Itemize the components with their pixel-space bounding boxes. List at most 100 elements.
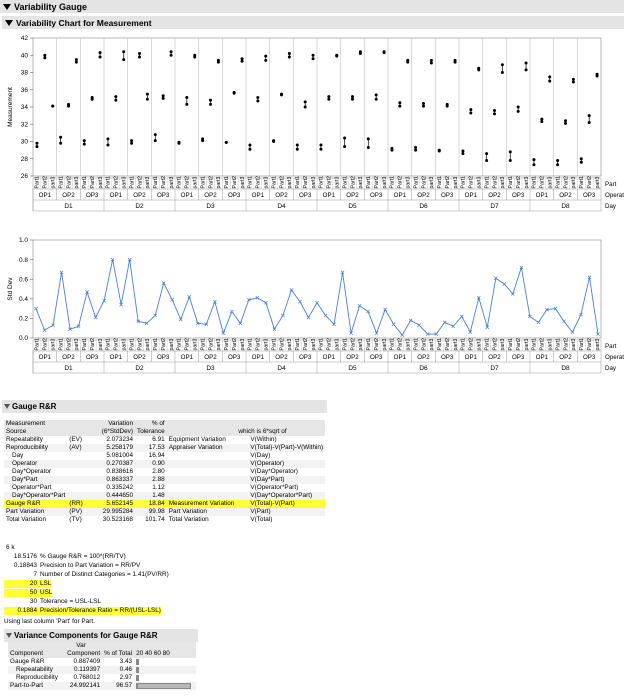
- part-tick-label: part3: [453, 177, 459, 189]
- data-point: [280, 92, 283, 96]
- part-tick-label: Part2: [587, 338, 593, 351]
- operator-tick-label: OP3: [370, 192, 383, 199]
- y-tick-label: 1.0: [19, 237, 28, 244]
- grr-pct-tolerance: 101.74: [145, 516, 165, 523]
- std-dev-point: [332, 322, 336, 327]
- day-tick-label: D8: [561, 365, 570, 372]
- operator-tick-label: OP3: [157, 354, 170, 361]
- operator-tick-label: OP3: [86, 192, 99, 199]
- std-dev-point: [170, 297, 175, 302]
- std-dev-point: [545, 307, 549, 312]
- data-point: [366, 146, 370, 150]
- row-label-operator: Operator: [605, 192, 624, 199]
- variance-components-header[interactable]: Variance Components for Gauge R&R: [4, 629, 198, 642]
- grr-pct-tolerance: 0.90: [152, 460, 165, 467]
- part-tick-label: Part1: [366, 338, 372, 351]
- grr-pct-tolerance: 18.84: [148, 500, 165, 507]
- part-tick-label: Part2: [137, 338, 143, 351]
- part-tick-label: Part2: [279, 338, 285, 351]
- disclosure-triangle-icon[interactable]: [6, 633, 12, 638]
- row-label-part: Part: [605, 343, 617, 350]
- grr-stat-line: 20 LSL: [4, 580, 52, 588]
- std-dev-point: [493, 276, 498, 281]
- row-label-part: Part: [605, 181, 617, 188]
- day-tick-label: D7: [490, 365, 499, 372]
- std-dev-point: [144, 321, 149, 326]
- report-title: Variability Gauge: [14, 1, 88, 12]
- grr-row: Repeatability (EV) 2.073234 6.91 Equipment V…: [4, 436, 325, 444]
- grr-stat-line: 50 USL: [4, 589, 53, 597]
- data-point: [414, 146, 418, 150]
- operator-tick-label: OP2: [275, 192, 288, 199]
- grr-description: [167, 476, 237, 484]
- part-tick-label: Part2: [398, 176, 404, 189]
- std-dev-point: [442, 320, 447, 325]
- disclosure-triangle-icon[interactable]: [3, 3, 11, 10]
- data-point: [201, 137, 205, 141]
- data-point: [295, 147, 299, 151]
- data-point: [382, 50, 386, 54]
- part-tick-label: Part2: [185, 176, 191, 189]
- grr-pct-tolerance: 17.53: [148, 444, 165, 451]
- part-tick-label: part3: [335, 339, 341, 351]
- grr-description: Equipment Variation: [168, 436, 226, 443]
- data-point: [587, 114, 591, 118]
- data-point: [469, 111, 473, 115]
- vc-bar-cell: [134, 658, 196, 666]
- data-point: [272, 139, 276, 143]
- day-tick-label: D6: [419, 365, 428, 372]
- part-tick-label: Part1: [58, 338, 64, 351]
- grr-formula: V(Part): [250, 508, 271, 515]
- gauge-rr-header[interactable]: Gauge R&R: [2, 400, 327, 413]
- grr-variation: 30.523168: [102, 516, 133, 523]
- variability-gauge-header[interactable]: Variability Gauge: [0, 0, 624, 13]
- data-point: [98, 55, 102, 59]
- part-tick-label: Part2: [114, 338, 120, 351]
- data-point: [524, 61, 528, 65]
- part-tick-label: Part1: [366, 176, 372, 189]
- std-dev-point: [366, 309, 370, 314]
- grr-stat-value: 7: [33, 571, 37, 578]
- operator-tick-label: OP1: [181, 192, 194, 199]
- data-point: [209, 98, 212, 102]
- part-tick-label: Part1: [35, 176, 41, 189]
- day-tick-label: D7: [490, 203, 499, 210]
- operator-tick-label: OP2: [133, 192, 146, 199]
- grr-variation: 0.863337: [106, 476, 133, 483]
- row-label-operator: Operator: [605, 354, 624, 361]
- grr-source: Operator: [12, 460, 38, 467]
- vc-pct-total: 2.97: [119, 674, 133, 681]
- grr-stat-value: 18.5176: [13, 553, 37, 560]
- grr-abbr: [67, 476, 85, 484]
- std-dev-point: [230, 309, 234, 314]
- part-tick-label: Part1: [484, 176, 490, 189]
- std-dev-point: [579, 312, 583, 317]
- variance-components-title: Variance Components for Gauge R&R: [14, 631, 158, 640]
- grr-formula: V(Total): [250, 516, 273, 523]
- operator-tick-label: OP3: [370, 354, 383, 361]
- header-source: Source: [6, 428, 27, 435]
- std-dev-point: [400, 333, 404, 337]
- y-tick-label: 0.6: [19, 276, 28, 283]
- part-tick-label: part3: [264, 339, 270, 351]
- part-tick-label: Part2: [563, 176, 569, 189]
- grr-abbr: (AV): [69, 444, 82, 451]
- disclosure-triangle-icon[interactable]: [5, 19, 13, 26]
- operator-tick-label: OP1: [394, 354, 407, 361]
- vc-header-var-component: Component: [67, 650, 101, 657]
- grr-source: Gauge R&R: [6, 500, 41, 507]
- operator-tick-label: OP3: [228, 192, 241, 199]
- disclosure-triangle-icon[interactable]: [4, 404, 10, 409]
- variability-chart-header[interactable]: Variability Chart for Measurement: [2, 16, 624, 29]
- part-tick-label: Part1: [342, 176, 348, 189]
- data-point: [82, 142, 86, 146]
- part-tick-label: Part2: [540, 176, 546, 189]
- data-point: [248, 147, 252, 151]
- data-point: [564, 119, 567, 123]
- part-tick-label: Part1: [342, 338, 348, 351]
- part-tick-label: Part1: [461, 338, 467, 351]
- day-tick-label: D3: [206, 203, 215, 210]
- data-point: [193, 53, 197, 57]
- part-tick-label: Part1: [35, 338, 41, 351]
- std-dev-point: [408, 318, 413, 323]
